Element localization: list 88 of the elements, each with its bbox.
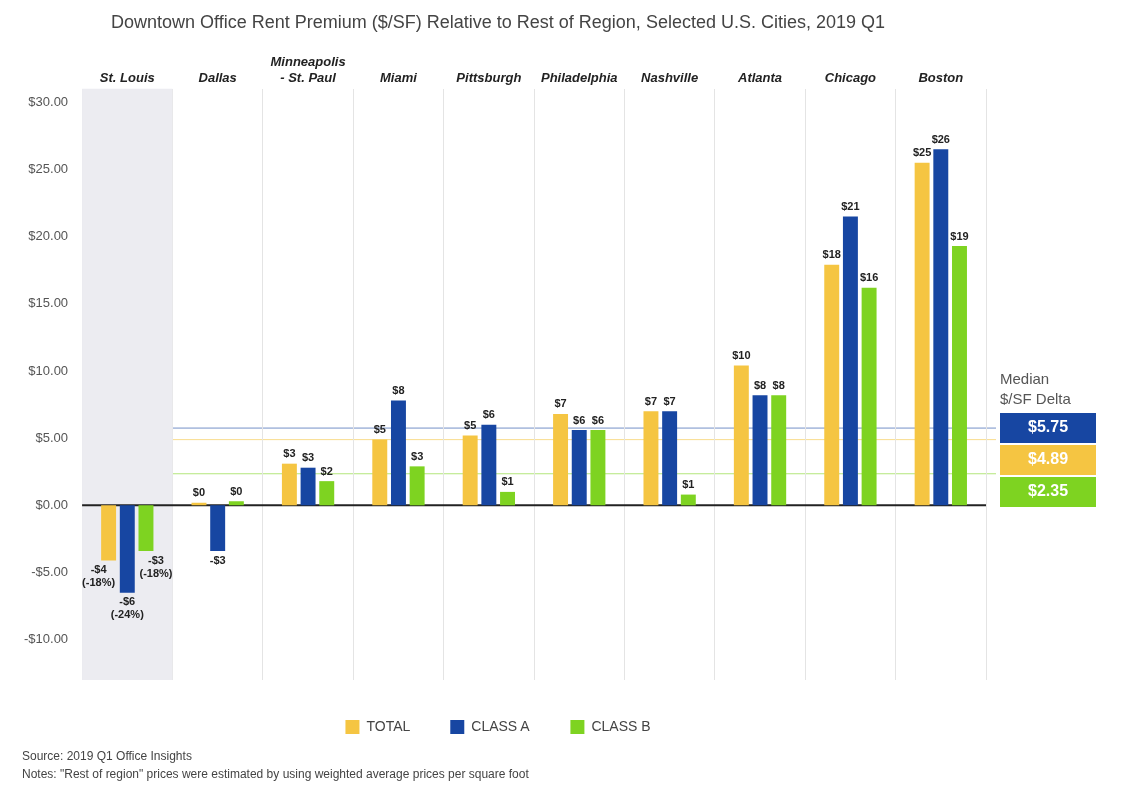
data-label: $3 (301, 451, 315, 464)
data-label: $3 (411, 449, 424, 462)
bar (914, 162, 930, 506)
data-label: $16 (859, 271, 879, 284)
data-label: $10 (732, 349, 751, 362)
bar (952, 246, 967, 506)
data-label: -$4 (-18%) (82, 562, 116, 588)
data-label: -$3 (-18%) (139, 553, 173, 579)
bar (138, 505, 154, 552)
bar (553, 413, 569, 506)
y-tick-label: $10.00 (28, 362, 69, 378)
bar (281, 463, 297, 506)
chart-title: Downtown Office Rent Premium ($/SF) Relative to Rest of Region, Selected U.S. Cities, 2019 Q1 (111, 11, 885, 32)
x-tick-label: Minneapolis - St. Paul (270, 53, 346, 85)
y-tick-label: -$5.00 (31, 564, 69, 580)
data-label: $0 (230, 484, 243, 497)
data-label: $6 (573, 413, 586, 426)
bar (571, 430, 587, 506)
data-label: $5 (464, 418, 477, 431)
legend-label: TOTAL (366, 717, 411, 734)
bar (590, 430, 606, 506)
data-label: $5 (373, 423, 386, 436)
bar (462, 435, 478, 506)
data-label: $6 (591, 413, 605, 426)
bar (643, 411, 659, 506)
bar (409, 466, 425, 506)
data-label: $1 (682, 478, 695, 491)
y-tick-label: $15.00 (28, 295, 69, 311)
text: Notes: "Rest of region" prices were estimated by using weighted average prices per square foot (22, 767, 530, 781)
bar (824, 264, 840, 506)
bar (861, 287, 877, 506)
legend-label: CLASS B (591, 717, 651, 734)
bar (842, 216, 858, 506)
x-tick-label: Pittsburgh (456, 69, 522, 85)
ref-line-label: $4.89 (1027, 450, 1069, 468)
data-label: $7 (663, 394, 676, 407)
x-tick-label: Chicago (824, 69, 877, 85)
x-tick-label: Nashville (641, 69, 699, 85)
y-tick-label: $5.00 (35, 429, 69, 445)
data-label: $3 (283, 447, 296, 460)
bar (228, 501, 244, 506)
bar (733, 365, 749, 506)
x-tick-label: Dallas (198, 69, 237, 85)
x-tick-label: Atlanta (736, 69, 783, 85)
data-label: $7 (554, 397, 567, 410)
bar (662, 411, 678, 506)
legend-label: CLASS A (471, 717, 531, 734)
bar (771, 395, 787, 506)
data-label: $25 (912, 146, 932, 159)
bar (500, 491, 515, 506)
y-tick-label: $25.00 (28, 161, 69, 176)
x-tick-label: Miami (380, 69, 418, 85)
bar (752, 395, 768, 506)
bar (933, 149, 949, 506)
ref-line-label: $2.35 (1027, 482, 1069, 500)
data-label: $26 (931, 132, 950, 145)
bar (319, 481, 335, 506)
data-label: $6 (482, 408, 495, 421)
data-label: $21 (841, 199, 860, 212)
x-tick-label: Boston (918, 69, 964, 85)
ref-line-label: $5.75 (1027, 418, 1069, 436)
x-tick-label: Philadelphia (540, 69, 618, 85)
y-tick-label: $20.00 (28, 228, 69, 244)
bar (390, 400, 406, 506)
bar (680, 494, 696, 506)
x-tick-label: St. Louis (99, 69, 155, 85)
data-label: $18 (822, 248, 841, 261)
text: Median $/SF Delta (1000, 369, 1072, 407)
data-label: $0 (192, 486, 206, 499)
bar (101, 505, 117, 561)
bar (372, 439, 388, 506)
data-label: $7 (644, 394, 658, 407)
data-label: $8 (753, 378, 767, 391)
y-tick-label: -$10.00 (24, 631, 69, 647)
data-label: $8 (772, 378, 785, 391)
data-label: $19 (950, 229, 969, 242)
source-note: Source: 2019 Q1 Office Insights (22, 749, 192, 763)
bar (300, 467, 316, 506)
y-tick-label: $0.00 (35, 496, 69, 512)
y-tick-label: $30.00 (28, 93, 69, 109)
bar (481, 424, 497, 506)
data-label: -$3 (209, 553, 226, 566)
bar (210, 505, 226, 552)
data-label: $2 (320, 464, 333, 477)
data-label: $1 (501, 475, 514, 488)
data-label: -$6 (-24%) (110, 595, 145, 621)
data-label: $8 (392, 384, 405, 397)
bar (119, 505, 135, 593)
